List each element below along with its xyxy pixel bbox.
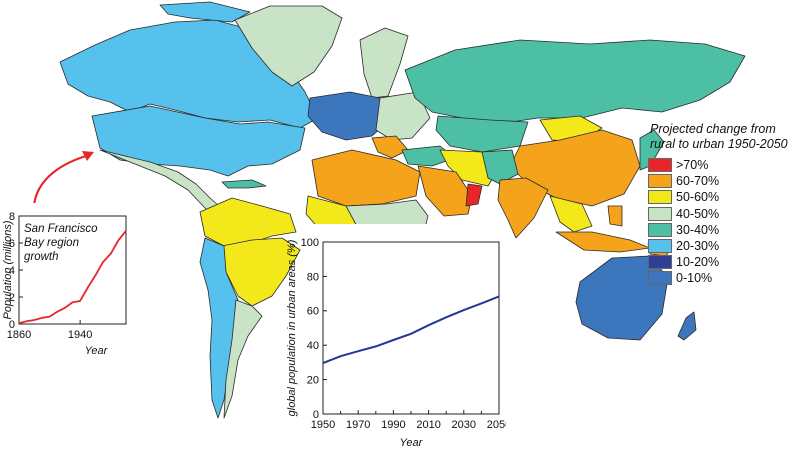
legend-swatch [648,190,672,205]
map-region-oman [465,183,483,207]
x-tick-label: 2030 [452,419,476,431]
x-tick-label: 1860 [7,329,31,341]
legend-swatch [648,222,672,237]
sf-annotation-line-3: growth [24,251,59,263]
legend-label: 50-60% [676,190,720,205]
x-tick-label: 1950 [311,419,335,431]
y-tick-label: 60 [307,306,319,318]
y-tick-label: 100 [301,237,319,249]
map-region-japan [639,129,665,171]
legend-item: 30-40% [648,222,798,238]
legend-label: 10-20% [676,255,720,270]
map-region-greenland [234,5,343,87]
map-region-argentina [223,299,263,419]
map-region-new-zealand [677,311,697,341]
urban-series-line [322,295,500,365]
legend-title-line-2: rural to urban 1950-2050 [650,137,788,151]
x-tick-label: 2050 [487,419,506,431]
legend-item: 0-10% [648,270,798,286]
map-region-russia [404,39,746,125]
y-tick-label: 2 [9,292,15,304]
sf-axis-ticks: 0 2 4 6 8 1860 1940 [7,211,93,341]
y-tick-label: 0 [9,319,15,331]
urban-xlabel: Year [400,437,424,449]
y-tick-label: 80 [307,271,319,283]
legend-item: 60-70% [648,173,798,189]
sf-growth-chart: 0 2 4 6 8 1860 1940 San Francisco Bay region g… [0,203,132,359]
legend-swatch [648,255,672,270]
sf-series-line [18,230,127,325]
map-region-indonesia [555,231,651,253]
map-region-brazil [221,237,301,307]
map-region-balkans [371,135,409,159]
sf-annotation-line-2: Bay region [24,237,79,249]
legend-item: 10-20% [648,254,798,270]
legend-label: >70% [676,158,709,173]
y-tick-label: 20 [307,374,319,386]
x-tick-label: 1940 [68,329,92,341]
x-tick-label: 1970 [346,419,370,431]
y-tick-label: 40 [307,340,319,352]
map-region-caribbean [221,179,267,189]
legend-item: 20-30% [648,238,798,254]
y-tick-label: 6 [9,238,15,250]
map-region-north-africa [311,149,421,207]
map-region-scandinavia [359,27,409,99]
legend-swatch [648,239,672,254]
urban-ylabel: global population in urban areas (%) [286,239,298,416]
urban-axis-ticks: 0 20 40 60 80 100 1950 1970 1990 2010 2030 2050 [301,237,506,431]
x-tick-label: 1990 [381,419,405,431]
map-region-kazakhstan [435,115,529,153]
sf-xlabel: Year [85,345,109,357]
legend-swatch [648,271,672,286]
map-region-andes [199,237,239,419]
legend-item: 40-50% [648,206,798,222]
y-tick-label: 4 [9,265,15,277]
x-tick-label: 2010 [416,419,440,431]
legend: Projected change from rural to urban 195… [648,122,798,287]
legend-label: 30-40% [676,222,720,237]
legend-swatch [648,206,672,221]
map-region-philippines [607,205,623,227]
legend-item: >70% [648,157,798,173]
legend-title: Projected change from rural to urban 195… [650,122,798,152]
legend-label: 40-50% [676,206,720,221]
map-region-western-europe [307,91,393,141]
y-tick-label: 8 [9,211,15,223]
map-region-arctic-islands [159,1,251,23]
map-region-southeast-asia [549,195,593,233]
sf-plot-frame [18,215,127,325]
legend-item: 50-60% [648,189,798,205]
urban-plot-frame [322,241,500,415]
urban-population-chart: 0 20 40 60 80 100 1950 1970 1990 2010 2030 2050 glo… [286,224,506,451]
sf-annotation-line-1: San Francisco [24,223,98,235]
legend-label: 20-30% [676,239,720,254]
map-region-australia [575,255,669,341]
sf-ylabel: Population (millions) [2,220,14,319]
legend-swatch [648,174,672,189]
map-region-india [497,177,549,239]
legend-label: 60-70% [676,174,720,189]
map-region-saudi-arabia [417,165,473,217]
legend-title-line-1: Projected change from [650,122,776,136]
map-region-colombia-venezuela [199,197,297,247]
y-tick-label: 0 [313,409,319,421]
legend-swatch [648,158,672,173]
legend-label: 0-10% [676,271,713,286]
